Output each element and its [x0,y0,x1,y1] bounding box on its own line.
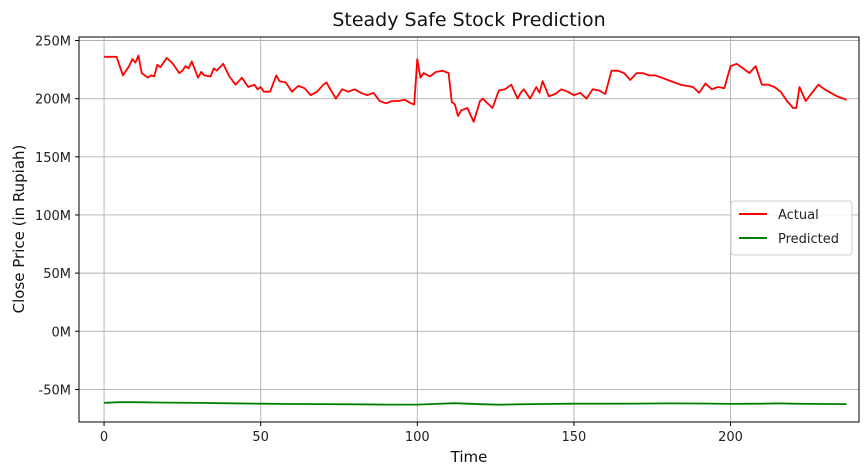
y-tick-label: 200M [35,93,71,108]
plot-area-frame [78,36,860,423]
y-axis-title: Close Price (in Rupiah) [10,145,28,314]
series-lines [104,54,847,406]
x-tick-label: 200 [718,430,743,445]
y-tick-label: 50M [43,267,71,282]
legend-label-actual: Actual [778,208,819,223]
y-tick-label: -50M [39,383,71,398]
series-line-predicted [104,401,847,406]
y-axis-ticks: -50M 0M 50M 100M 150M 200M 250M [35,34,79,398]
y-tick-label: 100M [35,209,71,224]
x-tick-label: 0 [100,430,108,445]
x-tick-label: 50 [252,430,269,445]
x-axis-title: Time [450,448,488,466]
legend-label-predicted: Predicted [778,232,839,247]
y-tick-label: 250M [35,34,71,49]
series-line-actual [104,54,847,123]
x-tick-label: 150 [562,430,587,445]
y-tick-label: 150M [35,151,71,166]
legend: Actual Predicted [730,200,853,256]
x-tick-label: 100 [405,430,430,445]
grid [79,37,859,422]
x-axis-ticks: 0 50 100 150 200 [100,422,743,445]
chart-title: Steady Safe Stock Prediction [332,9,605,31]
y-tick-label: 0M [52,325,72,340]
